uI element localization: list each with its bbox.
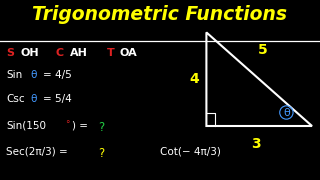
Text: 5: 5 bbox=[258, 43, 267, 57]
Text: θ: θ bbox=[283, 107, 290, 118]
Text: ?: ? bbox=[99, 121, 105, 134]
Text: ?: ? bbox=[99, 147, 105, 160]
Text: °: ° bbox=[66, 121, 70, 130]
Text: OA: OA bbox=[120, 48, 138, 58]
Text: T: T bbox=[107, 48, 115, 58]
Text: AH: AH bbox=[70, 48, 88, 58]
Text: θ: θ bbox=[30, 94, 37, 104]
Text: 4: 4 bbox=[190, 72, 199, 86]
Text: θ: θ bbox=[30, 70, 37, 80]
Text: Csc: Csc bbox=[6, 94, 25, 104]
Text: = 4/5: = 4/5 bbox=[43, 70, 72, 80]
Text: S: S bbox=[6, 48, 14, 58]
Text: 3: 3 bbox=[251, 137, 261, 151]
Text: Sin(150: Sin(150 bbox=[6, 121, 46, 131]
Text: = 5/4: = 5/4 bbox=[43, 94, 72, 104]
Text: Trigonometric Functions: Trigonometric Functions bbox=[33, 5, 287, 24]
Text: Sin: Sin bbox=[6, 70, 23, 80]
Text: Cot(− 4π/3): Cot(− 4π/3) bbox=[160, 147, 221, 157]
Text: C: C bbox=[56, 48, 64, 58]
Text: Sec(2π/3) =: Sec(2π/3) = bbox=[6, 147, 68, 157]
Text: OH: OH bbox=[21, 48, 39, 58]
Text: ) =: ) = bbox=[72, 121, 88, 131]
